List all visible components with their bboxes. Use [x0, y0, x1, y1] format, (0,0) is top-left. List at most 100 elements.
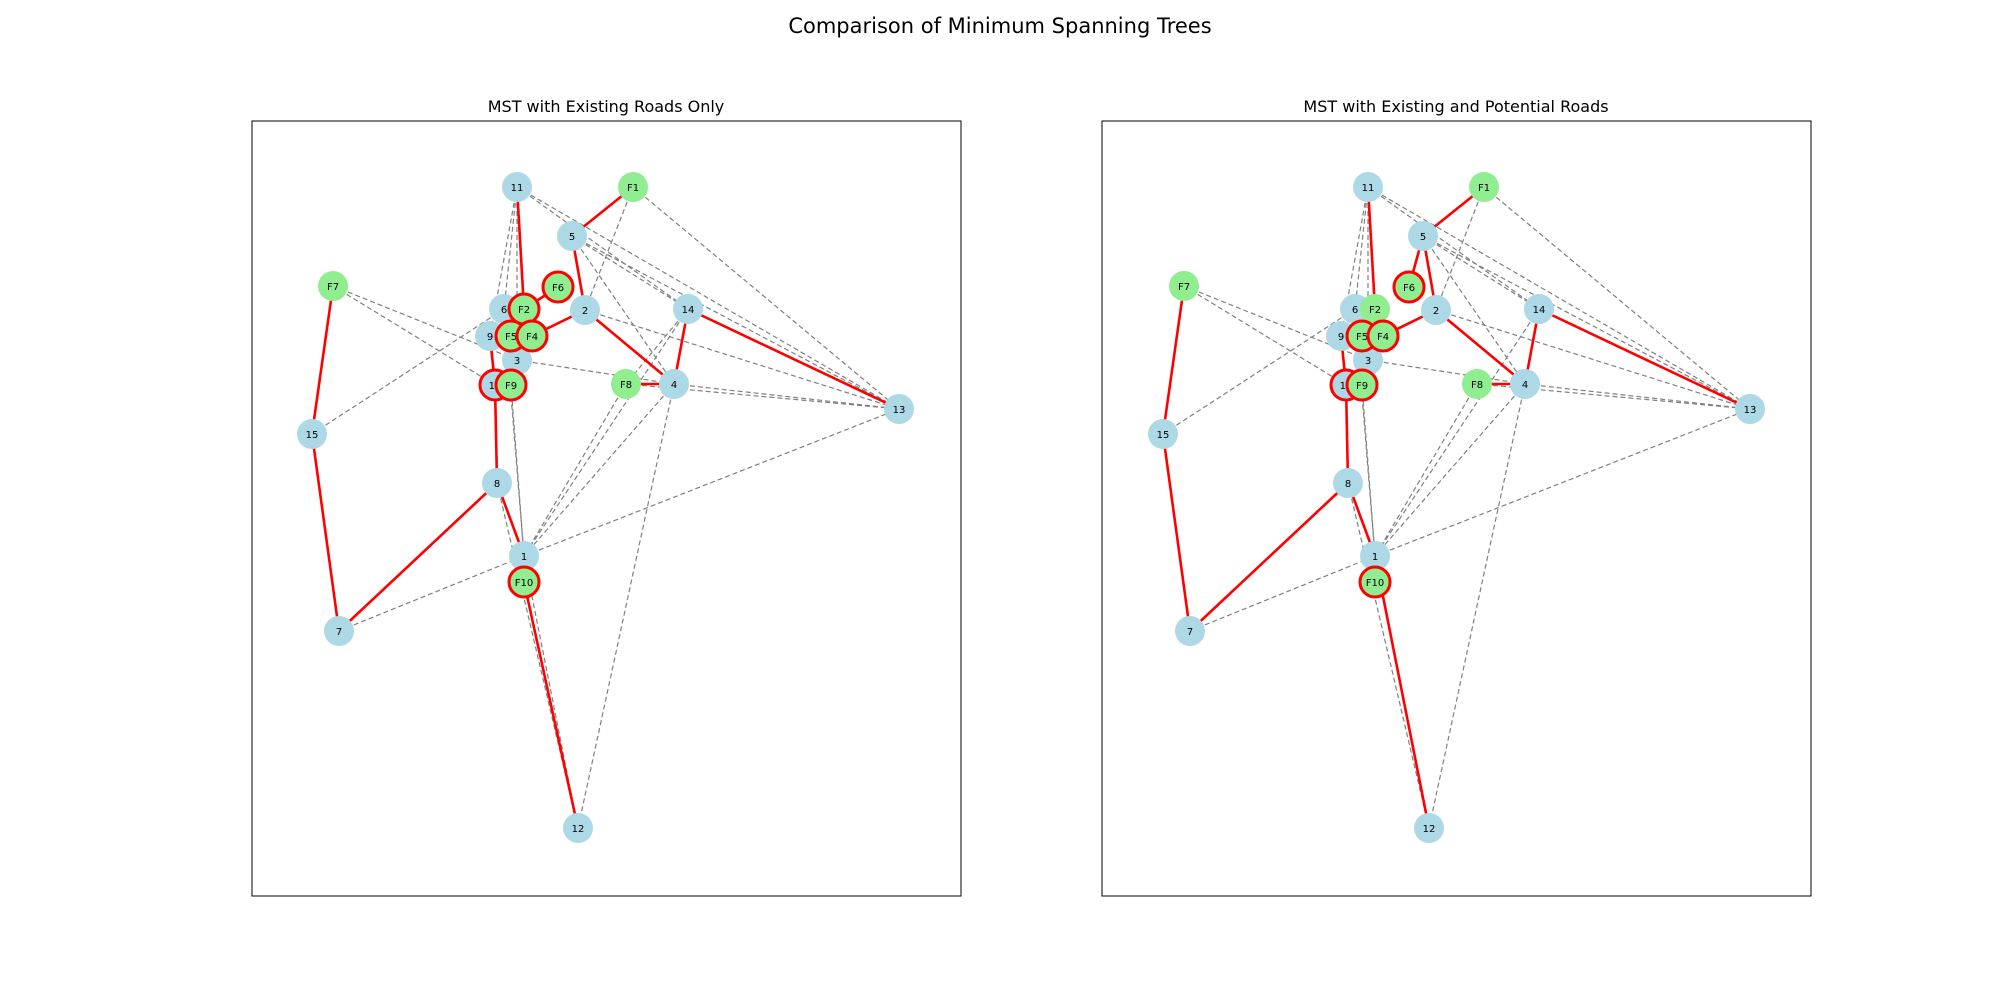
node-f9: F9	[494, 368, 528, 402]
road-edge-11-9	[1340, 186, 1369, 337]
node-label: F10	[515, 578, 533, 589]
road-edge-11-13	[1367, 186, 1751, 410]
road-edge-5-4	[571, 235, 675, 385]
node-circle	[618, 172, 648, 202]
road-edge-5-13	[571, 235, 900, 410]
node-2: 2	[1421, 295, 1451, 325]
node-f9: F9	[1345, 368, 1379, 402]
node-circle	[318, 271, 348, 301]
node-circle	[1469, 172, 1499, 202]
mst-edge-f10-12	[522, 581, 580, 829]
road-edge-14-f8	[625, 308, 689, 385]
node-11: 11	[502, 172, 532, 202]
node-label: F10	[1366, 578, 1384, 589]
node-label: 1	[1372, 552, 1378, 563]
panel-frame	[251, 120, 962, 897]
node-label: 12	[572, 824, 585, 835]
road-edge-7-1	[1189, 555, 1376, 632]
node-circle	[515, 319, 549, 353]
node-12: 12	[563, 813, 593, 843]
node-5: 5	[1408, 221, 1438, 251]
node-circle	[494, 368, 528, 402]
node-label: 9	[1338, 332, 1344, 343]
node-circle	[1408, 221, 1438, 251]
node-label: 4	[1522, 380, 1528, 391]
dashed-road-edges	[311, 186, 900, 829]
node-circle	[1148, 419, 1178, 449]
road-edge-5-13	[1422, 235, 1751, 410]
node-label: 3	[514, 356, 520, 367]
node-5: 5	[557, 221, 587, 251]
mst-edges	[310, 185, 900, 829]
node-circle	[1524, 294, 1554, 324]
road-edge-4-12	[1428, 383, 1526, 829]
road-edge-8-12	[496, 482, 579, 829]
mst-edges	[1161, 185, 1751, 829]
mst-edge-8-7	[338, 482, 498, 632]
node-label: F2	[1369, 305, 1381, 316]
node-label: 8	[1345, 479, 1351, 490]
node-label: 12	[1423, 824, 1436, 835]
node-circle	[1360, 294, 1390, 324]
road-edge-f1-2	[584, 186, 634, 311]
mst-edge-7-15	[1161, 433, 1192, 632]
road-edge-3-4	[516, 359, 675, 385]
node-label: 14	[682, 305, 695, 316]
road-edge-11-14	[1367, 186, 1540, 310]
road-edge-8-12	[1347, 482, 1430, 829]
node-circle	[1414, 813, 1444, 843]
road-edge-f7-10	[1183, 285, 1347, 386]
node-1: 1	[509, 541, 539, 571]
node-label: 13	[1744, 405, 1757, 416]
node-f1: F1	[1469, 172, 1499, 202]
road-edge-2-13	[1435, 309, 1751, 410]
road-edge-5-14	[1422, 235, 1540, 310]
node-13: 13	[1735, 394, 1765, 424]
node-circle	[1345, 368, 1379, 402]
road-edge-f8-1	[523, 383, 627, 557]
node-label: F6	[552, 283, 564, 294]
node-3: 3	[1353, 345, 1383, 375]
node-1: 1	[1360, 541, 1390, 571]
panel-frame	[1101, 120, 1812, 897]
node-label: F7	[327, 282, 339, 293]
graph-nodes: 115621493104131581712F1F7F6F2F5F4F9F8F10	[1148, 172, 1765, 843]
node-circle	[1353, 172, 1383, 202]
node-circle	[1175, 616, 1205, 646]
node-circle	[1392, 270, 1426, 304]
node-f10: F10	[507, 565, 541, 599]
dashed-road-edges	[1162, 186, 1751, 829]
node-label: 2	[582, 306, 588, 317]
road-edge-f8-1	[1374, 383, 1478, 557]
node-label: F5	[1356, 332, 1368, 343]
node-15: 15	[1148, 419, 1178, 449]
node-4: 4	[1510, 369, 1540, 399]
mst-edge-14-13	[1538, 307, 1751, 411]
node-circle	[1333, 468, 1363, 498]
panel-title: MST with Existing Roads Only	[488, 97, 725, 116]
node-label: F6	[1403, 283, 1415, 294]
node-label: 7	[336, 627, 342, 638]
node-circle	[884, 394, 914, 424]
node-label: F5	[505, 332, 517, 343]
road-edge-1-13	[523, 408, 900, 557]
road-edge-1-12	[523, 555, 579, 829]
road-edge-11-6	[1354, 186, 1369, 310]
road-edge-11-6	[503, 186, 518, 310]
node-f7: F7	[1169, 271, 1199, 301]
mst-edge-2-4	[1435, 309, 1526, 385]
node-label: F1	[1478, 183, 1490, 194]
mst-edge-15-f7	[1161, 285, 1186, 435]
node-circle	[563, 813, 593, 843]
node-circle	[1353, 345, 1383, 375]
road-edge-f9-1	[510, 384, 525, 557]
road-edge-15-6	[1162, 308, 1356, 435]
node-f10: F10	[1358, 565, 1392, 599]
road-edge-f7-3	[332, 285, 518, 361]
road-edge-3-4	[1367, 359, 1526, 385]
node-circle	[570, 295, 600, 325]
node-f7: F7	[318, 271, 348, 301]
road-edge-4-1	[523, 383, 675, 557]
road-edge-f8-13	[625, 383, 900, 410]
node-label: F4	[1377, 332, 1389, 343]
